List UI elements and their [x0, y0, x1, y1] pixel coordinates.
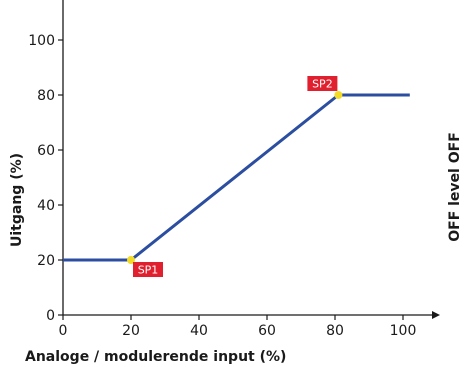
ticks: 0 20 40 60 80 100 0 20 40 60 80 100 — [28, 33, 416, 339]
x-tick-label: 20 — [122, 323, 140, 339]
y-tick-label: 20 — [37, 253, 55, 269]
x-tick-label: 60 — [258, 323, 276, 339]
y-tick-label: 0 — [46, 308, 55, 324]
setpoint-label: SP2 — [312, 78, 333, 91]
setpoint-label: SP1 — [138, 264, 159, 277]
x-tick-label: 80 — [326, 323, 344, 339]
series-line — [63, 93, 410, 262]
x-axis-arrow — [432, 311, 440, 319]
annotations-layer: SP1 SP2 — [127, 76, 343, 277]
x-axis-title: Analoge / modulerende input (%) — [25, 349, 286, 365]
setpoint-label-bg — [133, 262, 163, 277]
axes — [62, 0, 440, 319]
setpoint-marker — [334, 91, 343, 99]
series-layer — [63, 93, 410, 262]
x-tick-label: 40 — [190, 323, 208, 339]
x-tick-label: 0 — [59, 323, 68, 339]
y-tick-label: 60 — [37, 143, 55, 159]
right-axis-title: OFF level OFF — [447, 132, 463, 242]
y-axis-title: Uitgang (%) — [9, 153, 25, 247]
y-tick-label: 100 — [28, 33, 55, 49]
setpoint-label-bg — [307, 76, 338, 91]
y-tick-label: 40 — [37, 198, 55, 214]
x-tick-label: 100 — [390, 323, 417, 339]
y-tick-label: 80 — [37, 88, 55, 104]
